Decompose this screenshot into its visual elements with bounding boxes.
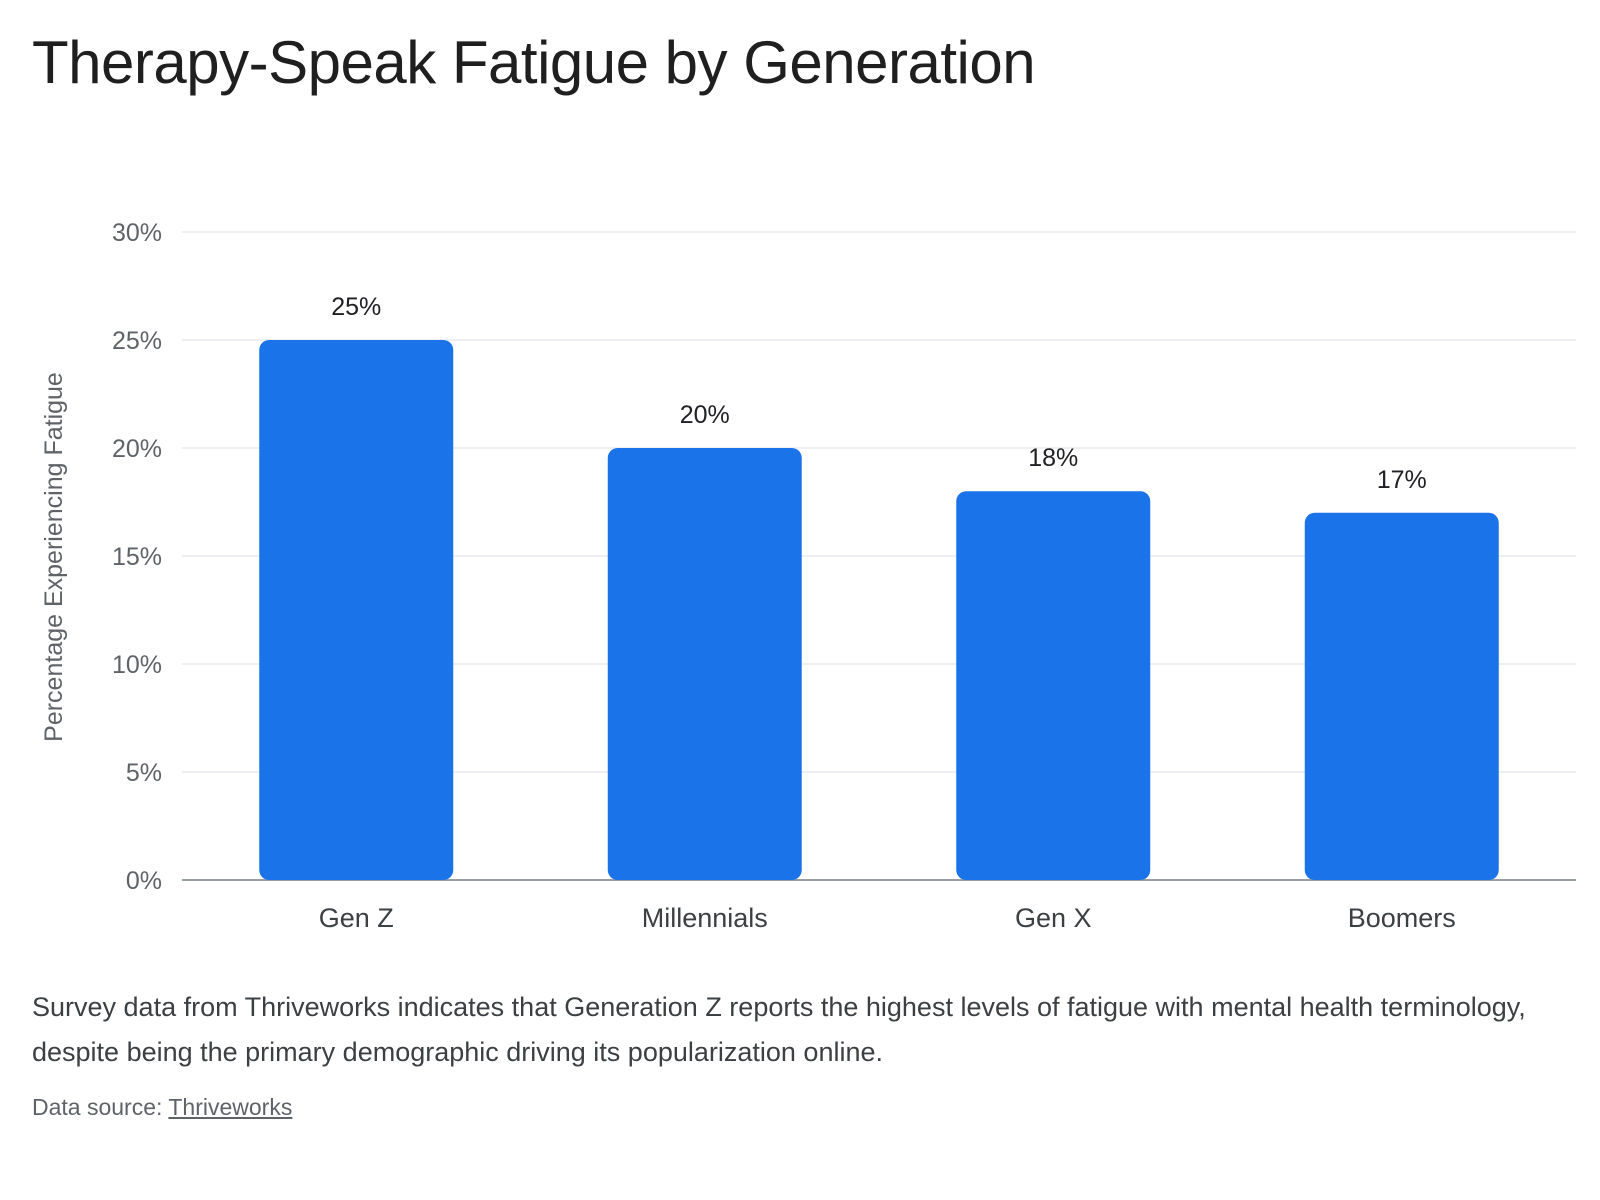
bar-chart: 0% 5% 10% 15% 20% 25% 30% 25% 20% 18% 17% Gen Z Mi… <box>40 219 1576 933</box>
y-tick-label: 15% <box>112 543 162 571</box>
bar-millennials <box>607 448 802 880</box>
bars <box>259 340 1499 880</box>
y-tick-label: 5% <box>126 759 162 787</box>
data-source-link[interactable]: Thriveworks <box>168 1094 293 1120</box>
x-category-labels: Gen Z Millennials Gen X Boomers <box>319 903 1456 933</box>
y-tick-label: 20% <box>112 435 162 463</box>
data-labels: 25% 20% 18% 17% <box>331 293 1427 494</box>
data-label: 25% <box>331 293 381 321</box>
x-category-label: Gen X <box>1015 903 1092 933</box>
bar-gen-z <box>259 340 454 880</box>
y-tick-label: 30% <box>112 219 162 247</box>
data-source-prefix: Data source: <box>32 1094 169 1120</box>
y-tick-label: 10% <box>112 651 162 679</box>
y-tick-labels: 0% 5% 10% 15% 20% 25% 30% <box>112 219 162 895</box>
y-tick-label: 0% <box>126 867 162 895</box>
y-tick-label: 25% <box>112 327 162 355</box>
data-label: 18% <box>1028 444 1078 472</box>
x-category-label: Boomers <box>1348 903 1456 933</box>
bar-gen-x <box>956 491 1151 880</box>
data-label: 20% <box>680 401 730 429</box>
x-category-label: Gen Z <box>319 903 394 933</box>
chart-caption: Survey data from Thriveworks indicates t… <box>32 992 1526 1067</box>
bar-boomers <box>1304 512 1499 880</box>
chart-title: Therapy-Speak Fatigue by Generation <box>32 29 1036 96</box>
data-source: Data source: Thriveworks <box>32 1094 292 1121</box>
data-label: 17% <box>1377 466 1427 494</box>
y-axis-title: Percentage Experiencing Fatigue <box>40 372 68 742</box>
x-category-label: Millennials <box>642 903 768 933</box>
